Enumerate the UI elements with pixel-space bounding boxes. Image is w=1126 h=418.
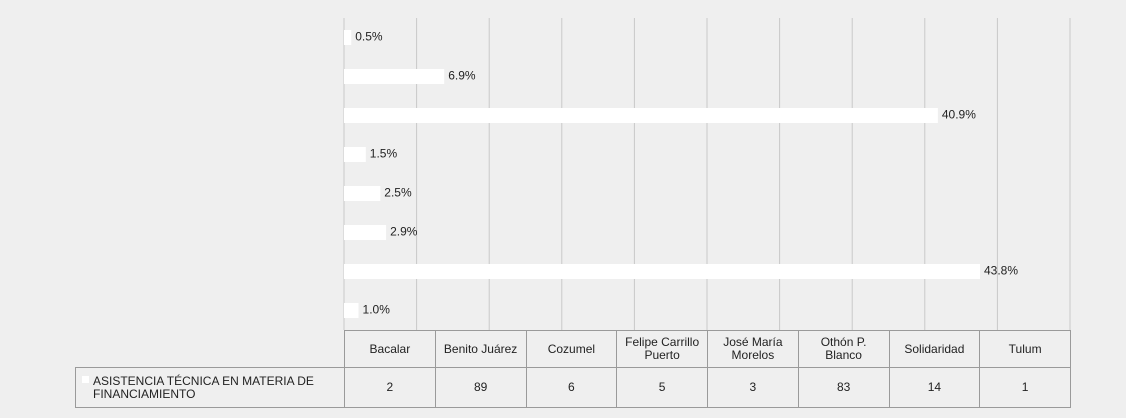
- category-header: José María Morelos: [707, 330, 799, 368]
- table-value: 1: [979, 367, 1071, 408]
- data-label: 40.9%: [942, 108, 976, 122]
- data-label: 43.8%: [984, 264, 1018, 278]
- category-header: Benito Juárez: [434, 330, 527, 368]
- series-name: ASISTENCIA TÉCNICA EN MATERIA DE FINANCI…: [93, 373, 314, 401]
- data-label: 2.5%: [384, 186, 412, 200]
- bar: [344, 108, 938, 123]
- category-header: Cozumel: [525, 330, 618, 368]
- bar: [344, 186, 381, 201]
- table-value: 89: [434, 367, 527, 408]
- bar: [344, 69, 445, 84]
- table-value: 2: [344, 367, 436, 408]
- table-value: 14: [888, 367, 981, 408]
- bar: [344, 225, 387, 240]
- table-value: 3: [707, 367, 799, 408]
- data-label: 1.0%: [363, 303, 391, 317]
- table-value: 5: [616, 367, 708, 408]
- category-header: Felipe Carrillo Puerto: [616, 330, 708, 368]
- table-value: 83: [797, 367, 890, 408]
- category-header: Tulum: [979, 330, 1071, 368]
- category-header: Bacalar: [344, 330, 436, 368]
- bar: [344, 264, 980, 279]
- bar: [344, 30, 352, 45]
- data-label: 6.9%: [448, 69, 476, 83]
- data-label: 0.5%: [355, 30, 383, 44]
- table-value: 6: [525, 367, 618, 408]
- bar: [344, 147, 366, 162]
- data-label: 1.5%: [370, 147, 398, 161]
- category-header: Othón P. Blanco: [797, 330, 890, 368]
- series-label: ASISTENCIA TÉCNICA EN MATERIA DE FINANCI…: [75, 367, 345, 408]
- data-label: 2.9%: [390, 225, 418, 239]
- legend-key: [82, 376, 89, 383]
- category-header: Solidaridad: [888, 330, 981, 368]
- bar: [344, 303, 359, 318]
